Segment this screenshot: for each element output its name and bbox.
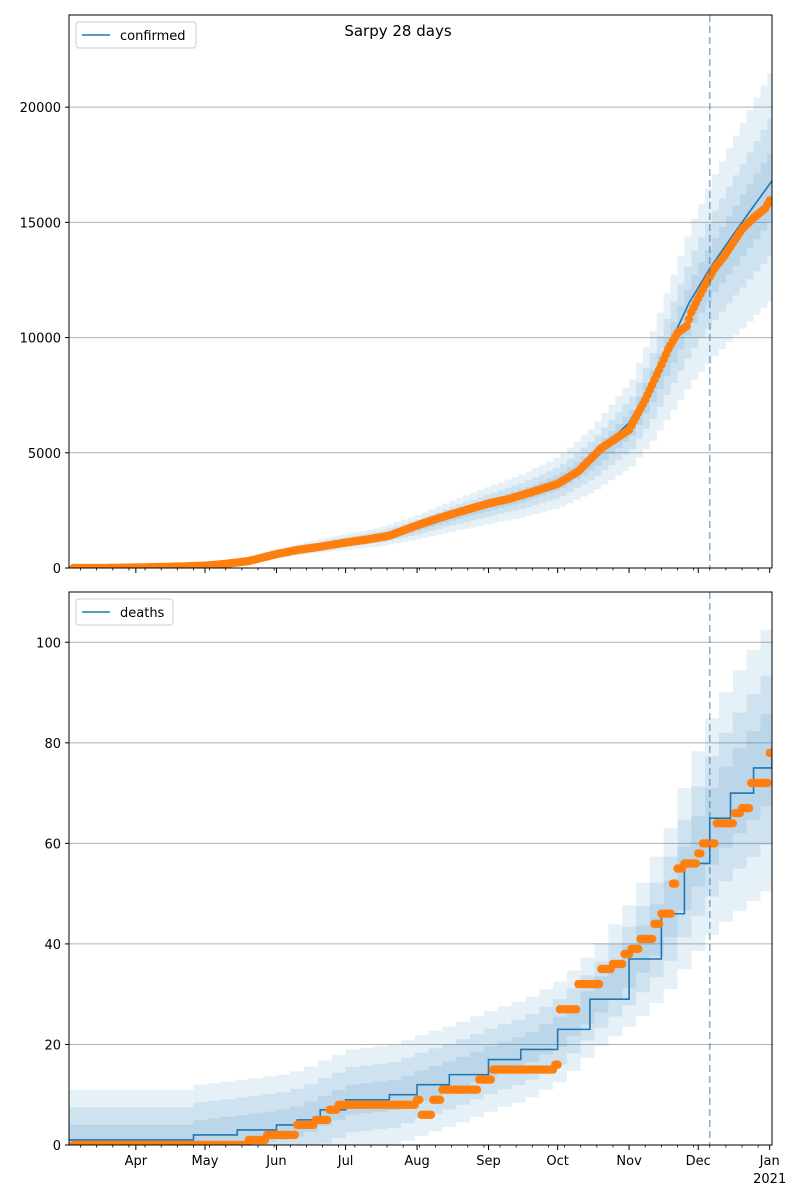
observed-point — [696, 849, 705, 858]
plot-area — [69, 64, 772, 568]
observed-point — [553, 1060, 562, 1069]
observed-point — [710, 839, 719, 848]
y-tick-label: 0 — [53, 562, 61, 577]
deaths-panel: 0 20 40 60 80 100 Apr May Jun Jul Aug Sep Oct Nov Dec J… — [36, 591, 786, 1187]
y-tick-label: 80 — [44, 737, 61, 752]
model-line — [69, 747, 772, 1141]
observed-point — [671, 879, 680, 888]
observed-point — [666, 909, 675, 918]
uncertainty-band-3 — [69, 700, 772, 1145]
y-tick-label: 10000 — [20, 332, 61, 347]
x-tick-label: Jan — [759, 1154, 780, 1169]
observed-point — [290, 1130, 300, 1140]
x-tick-label: Oct — [546, 1154, 568, 1169]
x-tick-label: May — [192, 1154, 219, 1169]
observed-point — [323, 1115, 332, 1125]
uncertainty-band-1 — [69, 612, 772, 1145]
observed-point — [682, 321, 691, 331]
observed-points — [69, 748, 772, 1145]
observed-point — [744, 804, 754, 813]
y-tick-label: 15000 — [20, 216, 61, 231]
axes-frame — [68, 591, 773, 1146]
x-tick-label: Nov — [616, 1154, 642, 1169]
observed-point — [763, 778, 772, 788]
uncertainty-band-2 — [69, 660, 772, 1145]
y-tick-label: 0 — [53, 1139, 61, 1154]
observed-point — [486, 1075, 495, 1084]
observed-point — [618, 959, 627, 969]
x-tick-label: Aug — [404, 1154, 429, 1169]
x-tick-label: Jun — [265, 1154, 286, 1169]
observed-point — [415, 1095, 424, 1105]
y-tick-label: 20 — [44, 1038, 61, 1053]
uncertainty-band-1 — [69, 64, 772, 568]
legend-label: confirmed — [120, 29, 186, 44]
y-tick-label: 5000 — [28, 447, 61, 462]
x-tick-label: Dec — [686, 1154, 711, 1169]
observed-point — [634, 944, 643, 954]
observed-point — [684, 314, 694, 324]
x-tick-label: Jul — [337, 1154, 354, 1169]
observed-point — [728, 819, 737, 828]
plot-area — [69, 612, 772, 1145]
legend-box — [75, 21, 197, 49]
y-tick-label: 20000 — [20, 101, 61, 116]
observed-point — [571, 1005, 581, 1014]
observed-point — [435, 1095, 445, 1105]
observed-points — [69, 196, 772, 568]
y-tick-label: 40 — [44, 938, 61, 953]
observed-point — [426, 1110, 436, 1120]
x-tick-label: Apr — [125, 1154, 148, 1169]
axes-frame — [68, 14, 773, 569]
legend: deaths — [75, 598, 174, 626]
observed-point — [765, 196, 772, 205]
observed-point — [472, 1085, 482, 1094]
legend-box — [75, 598, 174, 626]
observed-point — [647, 934, 657, 944]
confirmed-panel: 0 5000 10000 15000 20000 confirmed — [20, 14, 773, 577]
uncertainty-band-3 — [69, 146, 772, 568]
observed-point — [594, 979, 604, 989]
observed-point — [654, 919, 664, 928]
y-tick-label: 100 — [36, 636, 61, 651]
observed-point — [765, 748, 772, 758]
x-tick-label: Sep — [476, 1154, 501, 1169]
y-tick-label: 60 — [44, 837, 61, 852]
legend: confirmed — [75, 21, 197, 49]
x-year-label: 2021 — [753, 1172, 786, 1187]
figure-title: Sarpy 28 days — [344, 22, 451, 40]
observed-point — [691, 859, 701, 868]
legend-label: deaths — [120, 606, 165, 621]
